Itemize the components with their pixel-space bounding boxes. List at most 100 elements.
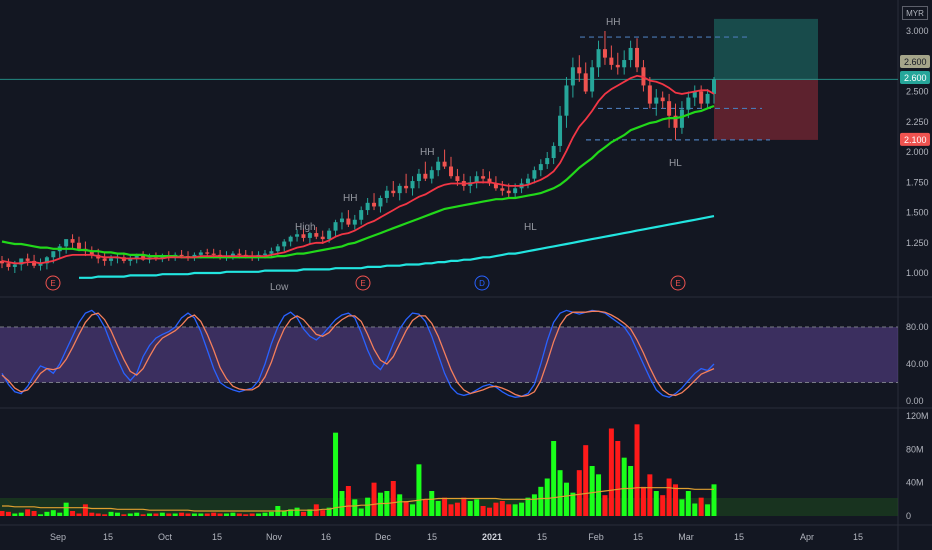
candle-body[interactable]: [404, 185, 409, 189]
volume-bar[interactable]: [339, 491, 345, 516]
volume-bar[interactable]: [198, 513, 204, 517]
volume-bar[interactable]: [217, 513, 223, 517]
price-pane[interactable]: HH HH HH High Low HL HL E E D E: [0, 17, 898, 293]
candle-body[interactable]: [590, 67, 595, 92]
candle-body[interactable]: [558, 115, 563, 146]
volume-bar[interactable]: [31, 511, 37, 516]
volume-pane[interactable]: [0, 424, 898, 516]
candle-body[interactable]: [295, 234, 300, 237]
volume-bar[interactable]: [352, 499, 358, 516]
volume-bar[interactable]: [179, 512, 185, 516]
volume-bar[interactable]: [134, 512, 140, 516]
candle-body[interactable]: [237, 253, 242, 255]
candle-body[interactable]: [333, 222, 338, 231]
candle-body[interactable]: [134, 256, 139, 259]
volume-bar[interactable]: [397, 494, 403, 516]
volume-bar[interactable]: [50, 510, 56, 516]
candle-body[interactable]: [442, 161, 447, 167]
candle-body[interactable]: [609, 57, 614, 65]
volume-bar[interactable]: [538, 486, 544, 516]
volume-bar[interactable]: [377, 492, 383, 516]
candle-body[interactable]: [673, 115, 678, 128]
volume-bar[interactable]: [12, 513, 18, 517]
candle-body[interactable]: [410, 181, 415, 189]
candle-body[interactable]: [686, 97, 691, 110]
volume-bar[interactable]: [673, 484, 679, 516]
candle-body[interactable]: [282, 241, 287, 247]
candle-body[interactable]: [532, 170, 537, 179]
candle-body[interactable]: [6, 263, 11, 267]
volume-bar[interactable]: [268, 511, 274, 516]
stochastic-d-line[interactable]: [1, 310, 715, 398]
volume-bar[interactable]: [230, 512, 236, 516]
candle-body[interactable]: [25, 258, 30, 261]
volume-bar[interactable]: [410, 504, 416, 516]
volume-bar[interactable]: [185, 513, 191, 517]
volume-bar[interactable]: [685, 491, 691, 516]
volume-bars[interactable]: [0, 424, 717, 516]
volume-bar[interactable]: [461, 497, 467, 516]
candle-body[interactable]: [64, 239, 69, 247]
candle-body[interactable]: [615, 64, 620, 68]
candle-body[interactable]: [622, 60, 627, 68]
volume-bar[interactable]: [467, 501, 473, 516]
candle-body[interactable]: [102, 258, 107, 261]
volume-bar[interactable]: [82, 504, 88, 516]
volume-bar[interactable]: [147, 513, 153, 517]
stochastic-axis[interactable]: 80.00 40.00 0.00: [906, 322, 929, 406]
candle-body[interactable]: [397, 185, 402, 194]
candle-body[interactable]: [314, 233, 319, 237]
volume-bar[interactable]: [679, 499, 685, 516]
volume-bar[interactable]: [37, 514, 43, 516]
candle-body[interactable]: [352, 219, 357, 225]
candle-body[interactable]: [32, 260, 37, 266]
volume-bar[interactable]: [448, 504, 454, 516]
volume-bar[interactable]: [698, 497, 704, 516]
volume-bar[interactable]: [435, 501, 441, 516]
volume-bar[interactable]: [18, 512, 24, 516]
volume-bar[interactable]: [442, 497, 448, 516]
volume-bar[interactable]: [44, 511, 50, 516]
volume-bar[interactable]: [371, 482, 377, 516]
candle-body[interactable]: [436, 161, 441, 171]
volume-bar[interactable]: [519, 502, 525, 516]
candle-body[interactable]: [525, 178, 530, 184]
volume-bar[interactable]: [243, 514, 249, 516]
volume-bar[interactable]: [640, 486, 646, 516]
volume-bar[interactable]: [429, 491, 435, 516]
volume-bar[interactable]: [615, 441, 621, 516]
candle-body[interactable]: [596, 49, 601, 68]
volume-bar[interactable]: [211, 512, 217, 516]
volume-bar[interactable]: [326, 507, 332, 516]
candle-body[interactable]: [359, 210, 364, 220]
volume-bar[interactable]: [596, 474, 602, 516]
volume-bar[interactable]: [288, 509, 294, 516]
moving-averages[interactable]: [1, 74, 715, 279]
volume-bar[interactable]: [63, 502, 69, 516]
candle-body[interactable]: [564, 85, 569, 116]
candle-body[interactable]: [654, 97, 659, 104]
volume-bar[interactable]: [204, 513, 210, 517]
ema-long-line[interactable]: [79, 215, 715, 279]
volume-bar[interactable]: [102, 514, 108, 516]
candle-body[interactable]: [89, 251, 94, 255]
volume-bar[interactable]: [333, 432, 339, 516]
volume-bar[interactable]: [25, 509, 31, 516]
candle-body[interactable]: [449, 166, 454, 177]
volume-bar[interactable]: [454, 502, 460, 516]
volume-bar[interactable]: [320, 510, 326, 516]
candle-body[interactable]: [327, 230, 332, 240]
volume-ma[interactable]: [2, 487, 714, 512]
volume-bar[interactable]: [576, 470, 582, 516]
candle-body[interactable]: [275, 246, 280, 252]
candle-body[interactable]: [538, 164, 543, 171]
candle-body[interactable]: [506, 190, 511, 194]
candle-body[interactable]: [44, 257, 49, 264]
volume-bar[interactable]: [480, 506, 486, 516]
candle-body[interactable]: [513, 188, 518, 194]
volume-bar[interactable]: [236, 513, 242, 517]
volume-bar[interactable]: [224, 513, 230, 517]
volume-bar[interactable]: [127, 513, 133, 517]
volume-bar[interactable]: [486, 507, 492, 516]
candle-body[interactable]: [128, 258, 133, 261]
